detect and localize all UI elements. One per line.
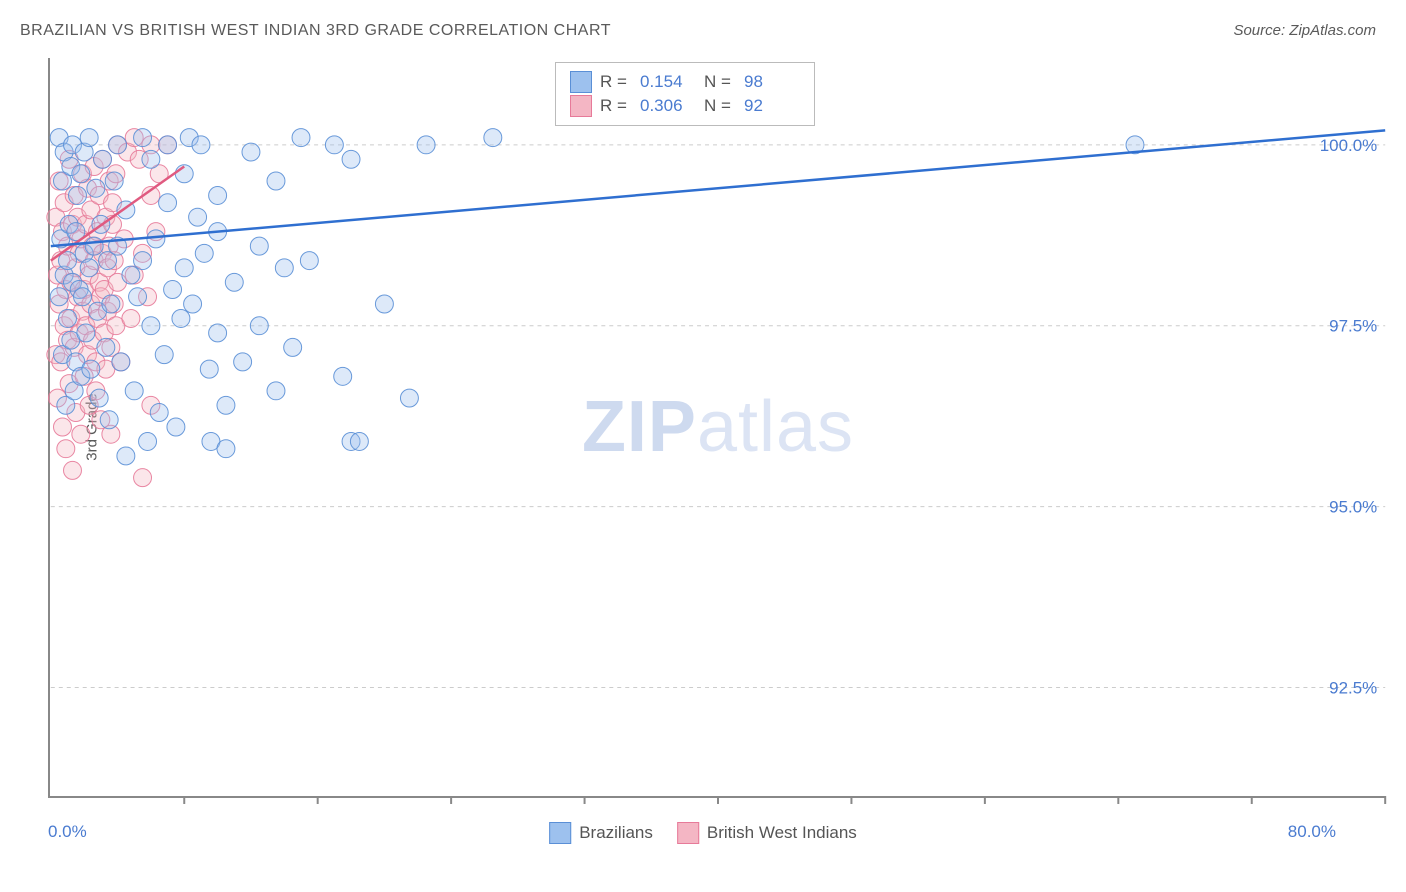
plot-svg: 100.0% 97.5% 95.0% 92.5% [50, 58, 1386, 796]
swatch-bwi [570, 95, 592, 117]
legend-item-brazilians: Brazilians [549, 822, 653, 844]
x-axis-max-label: 80.0% [1288, 822, 1336, 842]
swatch-brazilians-bottom [549, 822, 571, 844]
r-value-bwi: 0.306 [640, 96, 696, 116]
r-label: R = [600, 72, 632, 92]
chart-title: BRAZILIAN VS BRITISH WEST INDIAN 3RD GRA… [20, 22, 611, 40]
correlation-legend: R = 0.154 N = 98 R = 0.306 N = 92 [555, 62, 815, 126]
svg-text:97.5%: 97.5% [1329, 317, 1377, 336]
n-label: N = [704, 96, 736, 116]
plot-area: 3rd Grade ZIPatlas 100.0%97.5%95.0%92.5% [48, 58, 1386, 798]
legend-item-bwi: British West Indians [677, 822, 857, 844]
legend-row-bwi: R = 0.306 N = 92 [570, 95, 800, 117]
n-value-brazilians: 98 [744, 72, 800, 92]
x-axis-min-label: 0.0% [48, 822, 87, 842]
source-label: Source: ZipAtlas.com [1233, 22, 1376, 39]
swatch-bwi-bottom [677, 822, 699, 844]
n-value-bwi: 92 [744, 96, 800, 116]
legend-row-brazilians: R = 0.154 N = 98 [570, 71, 800, 93]
legend-label-brazilians: Brazilians [579, 823, 653, 843]
n-label: N = [704, 72, 736, 92]
r-value-brazilians: 0.154 [640, 72, 696, 92]
swatch-brazilians [570, 71, 592, 93]
svg-text:95.0%: 95.0% [1329, 498, 1377, 517]
r-label: R = [600, 96, 632, 116]
legend-label-bwi: British West Indians [707, 823, 857, 843]
svg-text:92.5%: 92.5% [1329, 678, 1377, 697]
series-legend: Brazilians British West Indians [549, 822, 857, 844]
svg-text:100.0%: 100.0% [1320, 136, 1377, 155]
